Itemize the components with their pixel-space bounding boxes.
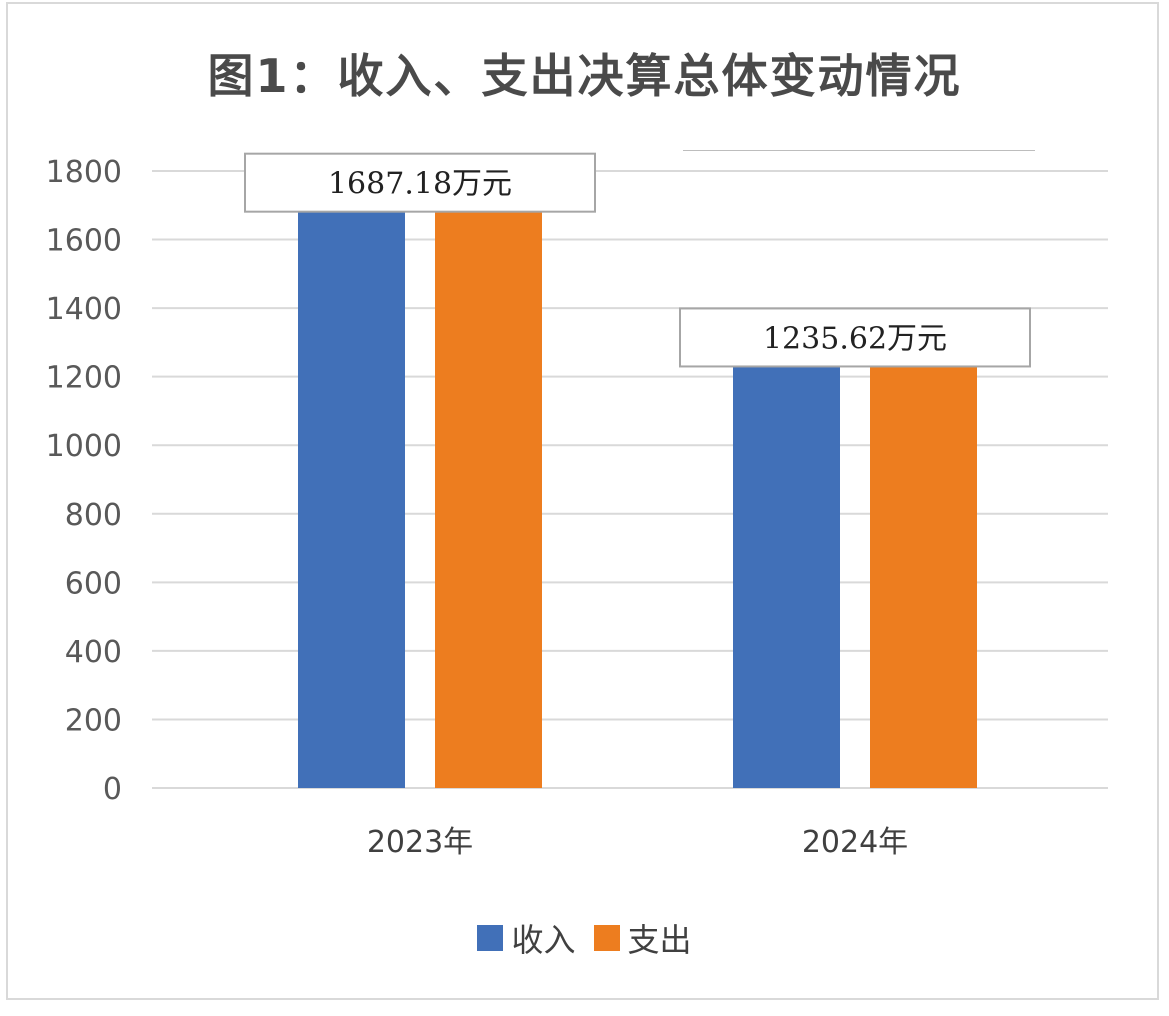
data-label-box [679, 307, 1031, 368]
y-tick-label: 1200 [46, 361, 122, 396]
data-label: 1235.62万元 [763, 321, 947, 356]
bar-expense-2023年 [435, 209, 542, 789]
y-tick-label: 1600 [46, 224, 122, 259]
legend-label-income: 收入 [511, 921, 576, 959]
legend-item-expense: 支出 [593, 915, 692, 961]
y-tick-label: 1800 [46, 155, 122, 190]
y-tick-label: 800 [65, 498, 122, 533]
y-tick-label: 400 [65, 635, 122, 670]
legend-swatch-income [477, 925, 504, 951]
data-labels: 1687.18万元 1235.62万元 [244, 152, 1031, 368]
x-axis-ticks: 2023年 2024年 [367, 825, 908, 860]
bar-income-2023年 [298, 209, 405, 789]
data-label-box [244, 152, 596, 213]
legend-label-expense: 支出 [627, 921, 692, 959]
bar-income-2024年 [733, 364, 840, 788]
x-tick-label: 2023年 [367, 825, 473, 860]
y-tick-label: 600 [65, 566, 122, 601]
y-tick-label: 200 [65, 703, 122, 738]
bar-expense-2024年 [870, 364, 977, 788]
y-axis-ticks: 0 200 400 600 800 1000 1200 1400 1600 1800 [46, 155, 122, 807]
legend-swatch-expense [593, 925, 620, 951]
chart-title: 图1：收入、支出决算总体变动情况 [207, 49, 962, 103]
bars [298, 209, 977, 789]
legend: 收入 支出 [0, 915, 1169, 961]
legend-item-income: 收入 [477, 915, 576, 961]
y-tick-label: 1000 [46, 429, 122, 464]
y-tick-label: 0 [103, 772, 122, 807]
data-label: 1687.18万元 [328, 167, 512, 202]
y-tick-label: 1400 [46, 292, 122, 327]
decorative-line [683, 150, 1035, 151]
x-tick-label: 2024年 [802, 825, 908, 860]
